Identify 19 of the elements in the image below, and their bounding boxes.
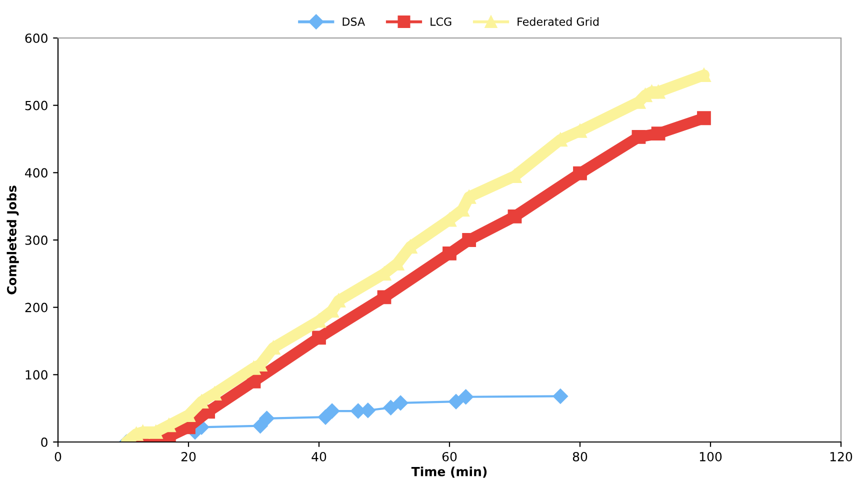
- x-axis-title: Time (min): [411, 466, 487, 478]
- legend-label: Federated Grid: [518, 17, 599, 26]
- y-axis-title: Completed Jobs: [6, 186, 19, 294]
- x-tick-label: 60: [442, 452, 457, 462]
- x-tick-label: 80: [572, 452, 588, 462]
- y-tick-label: 400: [25, 168, 48, 178]
- x-tick-label: 100: [700, 452, 722, 462]
- x-tick-label: 20: [181, 452, 196, 462]
- y-tick-label: 500: [25, 100, 48, 110]
- legend-label: DSA: [342, 17, 366, 26]
- y-tick-label: 600: [25, 33, 48, 43]
- legend-label: LCG: [430, 17, 452, 26]
- y-tick-label: 300: [25, 235, 48, 245]
- x-tick-label: 0: [54, 452, 62, 462]
- x-tick-label: 40: [312, 452, 326, 462]
- y-tick-label: 200: [25, 302, 48, 312]
- y-tick-label: 0: [41, 437, 48, 447]
- x-tick-label: 120: [830, 452, 852, 462]
- y-tick-label: 100: [26, 370, 48, 380]
